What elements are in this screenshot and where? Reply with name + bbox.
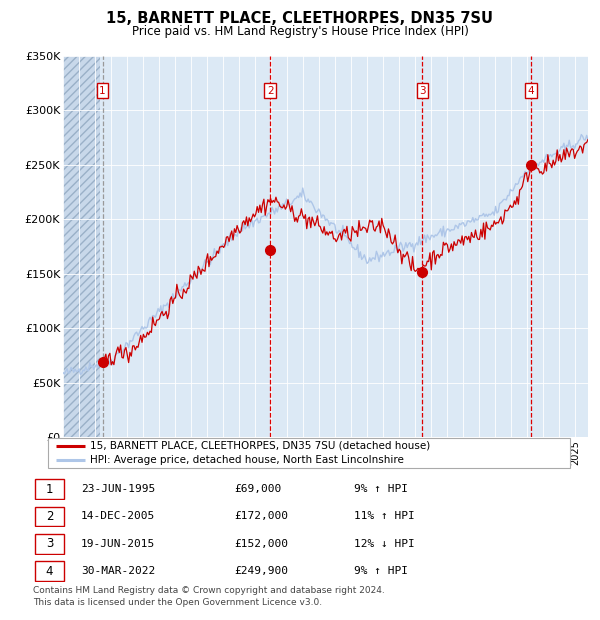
FancyBboxPatch shape [35, 534, 64, 554]
Text: £152,000: £152,000 [234, 539, 288, 549]
Text: 9% ↑ HPI: 9% ↑ HPI [354, 566, 408, 576]
Bar [63, 56, 100, 437]
Text: 3: 3 [46, 538, 53, 550]
Text: 3: 3 [419, 86, 426, 95]
Text: 4: 4 [46, 565, 53, 577]
Text: 1: 1 [46, 483, 53, 495]
Text: £69,000: £69,000 [234, 484, 281, 494]
Text: £249,900: £249,900 [234, 566, 288, 576]
FancyBboxPatch shape [35, 507, 64, 526]
Text: 2: 2 [267, 86, 274, 95]
Text: Price paid vs. HM Land Registry's House Price Index (HPI): Price paid vs. HM Land Registry's House … [131, 25, 469, 38]
Text: Contains HM Land Registry data © Crown copyright and database right 2024.
This d: Contains HM Land Registry data © Crown c… [33, 586, 385, 607]
Text: 19-JUN-2015: 19-JUN-2015 [81, 539, 155, 549]
Text: 23-JUN-1995: 23-JUN-1995 [81, 484, 155, 494]
Text: 4: 4 [528, 86, 535, 95]
Text: HPI: Average price, detached house, North East Lincolnshire: HPI: Average price, detached house, Nort… [90, 455, 404, 465]
Text: 15, BARNETT PLACE, CLEETHORPES, DN35 7SU: 15, BARNETT PLACE, CLEETHORPES, DN35 7SU [107, 11, 493, 26]
Text: 30-MAR-2022: 30-MAR-2022 [81, 566, 155, 576]
FancyBboxPatch shape [35, 479, 64, 499]
Text: 1: 1 [99, 86, 106, 95]
Text: 12% ↓ HPI: 12% ↓ HPI [354, 539, 415, 549]
Text: 2: 2 [46, 510, 53, 523]
Text: 11% ↑ HPI: 11% ↑ HPI [354, 512, 415, 521]
Text: 9% ↑ HPI: 9% ↑ HPI [354, 484, 408, 494]
FancyBboxPatch shape [35, 561, 64, 581]
FancyBboxPatch shape [48, 438, 570, 468]
Text: £172,000: £172,000 [234, 512, 288, 521]
Text: 15, BARNETT PLACE, CLEETHORPES, DN35 7SU (detached house): 15, BARNETT PLACE, CLEETHORPES, DN35 7SU… [90, 441, 430, 451]
Text: 14-DEC-2005: 14-DEC-2005 [81, 512, 155, 521]
